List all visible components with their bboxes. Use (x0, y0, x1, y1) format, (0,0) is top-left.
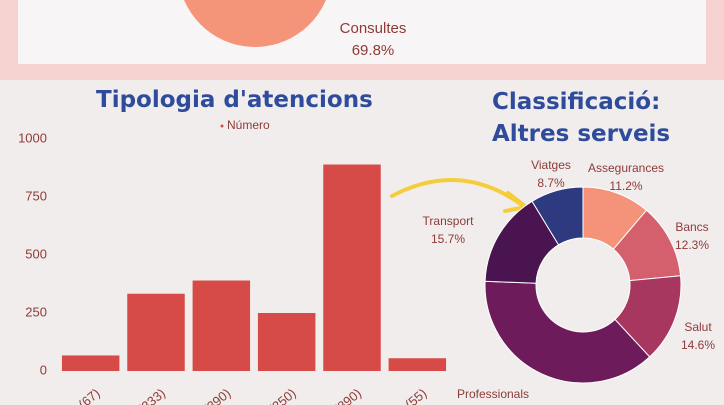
x-tick-label: (390) (201, 385, 234, 405)
slice-label: Consultes (340, 20, 407, 37)
pie-slice (184, 0, 326, 47)
x-tick-label: (67) (75, 385, 102, 405)
bar (61, 355, 120, 371)
x-tick-label: (250) (266, 385, 299, 405)
y-tick-label: 500 (25, 246, 47, 261)
bar (257, 313, 316, 371)
y-tick-label: 250 (25, 304, 47, 319)
arrow (390, 178, 524, 207)
bar (323, 164, 381, 371)
slice-label: Bancs (675, 220, 708, 234)
bar (127, 293, 185, 371)
donut-title: Classificació: Altres serveis (492, 89, 671, 147)
pie-slice (531, 186, 584, 246)
slice-value-label: 14.6% (681, 338, 715, 352)
slice-label: Viatges (531, 158, 571, 172)
slice-value-label: 15.7% (431, 232, 465, 246)
bar (388, 358, 447, 371)
slice-label: Salut (684, 320, 712, 334)
y-tick-label: 0 (40, 362, 47, 377)
bar (192, 280, 251, 371)
slice-label: Professionals (457, 387, 529, 401)
slice-label: Assegurances (588, 161, 664, 175)
x-tick-label: (333) (135, 385, 168, 405)
bar-title: Tipologia d'atencions (96, 87, 373, 113)
y-tick-label: 1000 (18, 130, 47, 145)
slice-value-label: 8.7% (537, 176, 565, 190)
x-tick-label: (890) (331, 385, 364, 405)
top-panel (18, 0, 706, 64)
slice-label: Transport (423, 214, 475, 228)
x-tick-label: (55) (402, 385, 429, 405)
y-tick-label: 750 (25, 188, 47, 203)
slice-value-label: 11.2% (609, 179, 642, 193)
slice-value-label: 12.3% (675, 238, 709, 252)
legend-marker (220, 124, 224, 128)
legend-label: Número (227, 118, 270, 132)
pie-slice (484, 280, 651, 384)
slice-value-label: 69.8% (352, 42, 395, 59)
